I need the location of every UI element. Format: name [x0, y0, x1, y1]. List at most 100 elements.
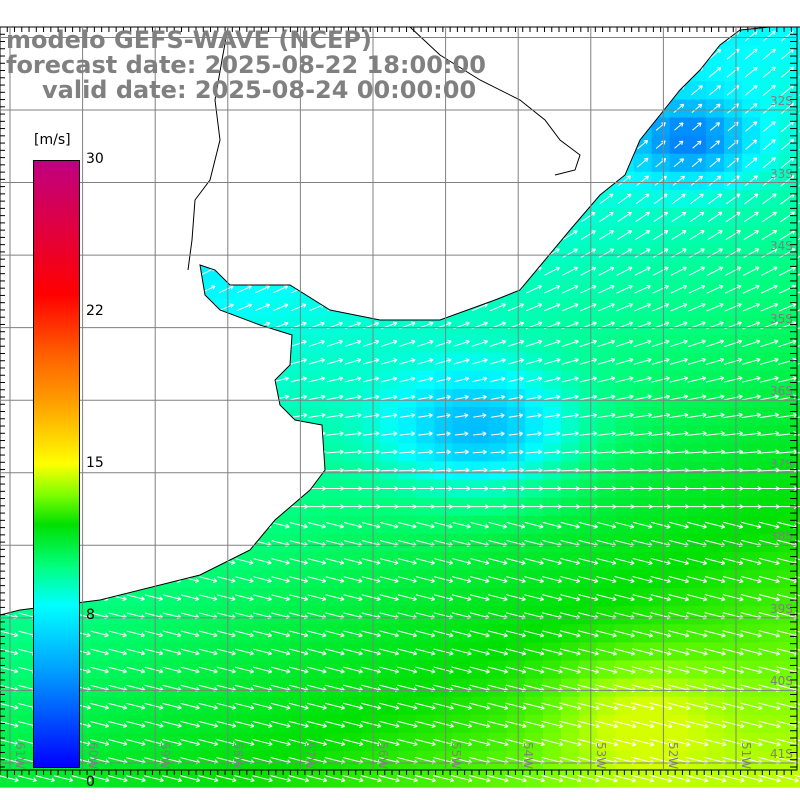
wind-arrow: [433, 648, 454, 656]
wind-arrow: [705, 357, 725, 365]
wind-arrow: [686, 666, 708, 674]
wind-arrow: [722, 575, 744, 584]
wind-arrow: [342, 720, 364, 729]
latitude-label: 33S: [770, 166, 793, 181]
wind-arrow: [668, 648, 690, 656]
wind-arrow: [252, 775, 273, 783]
wind-arrow: [794, 612, 800, 615]
wind-arrow: [523, 774, 545, 783]
wind-arrow: [632, 594, 653, 602]
wind-arrow: [597, 412, 616, 419]
wind-arrow: [706, 303, 724, 312]
wind-arrow: [617, 230, 633, 241]
wind-arrow: [559, 774, 582, 783]
wind-arrow: [487, 648, 508, 656]
wind-arrow: [741, 557, 762, 566]
wind-arrow: [325, 558, 345, 565]
wind-arrow: [418, 431, 433, 437]
wind-arrow: [453, 339, 470, 347]
wind-arrow: [271, 576, 290, 583]
wind-arrow: [252, 702, 273, 710]
wind-arrow: [667, 720, 691, 729]
wind-arrow: [399, 431, 416, 437]
wind-arrow: [742, 339, 761, 348]
wind-arrow: [762, 175, 777, 187]
wind-arrow: [469, 720, 491, 729]
wind-arrow: [325, 522, 345, 529]
wind-arrow: [290, 376, 308, 383]
wind-arrow: [508, 449, 524, 455]
wind-arrow: [342, 775, 364, 783]
wind-arrow: [252, 648, 273, 656]
wind-arrow: [615, 431, 634, 437]
wind-arrow: [687, 394, 707, 401]
wind-arrow: [688, 266, 706, 276]
border-line: [187, 26, 229, 271]
wind-arrow: [198, 630, 218, 638]
colorbar-tick: 0: [86, 774, 95, 790]
wind-arrow: [597, 357, 616, 365]
wind-arrow: [631, 666, 654, 674]
wind-arrow: [216, 738, 237, 747]
wind-arrow: [778, 339, 797, 348]
wind-arrow: [507, 467, 525, 473]
wind-arrow: [344, 358, 362, 365]
wind-arrow: [235, 630, 254, 638]
wind-arrow: [705, 521, 726, 529]
wind-arrow: [742, 284, 760, 294]
wind-arrow: [469, 738, 491, 747]
wind-arrow: [760, 339, 779, 348]
wind-arrow: [762, 66, 776, 78]
wind-arrow: [198, 720, 219, 728]
wind-arrow: [561, 394, 579, 401]
wind-cell: [796, 189, 800, 209]
wind-arrow: [744, 48, 758, 60]
wind-arrow: [326, 431, 344, 437]
wind-arrow: [360, 775, 382, 783]
wind-arrow: [669, 431, 689, 436]
wind-arrow: [633, 449, 653, 455]
wind-cell: [796, 27, 800, 46]
axis-ticks: [0, 26, 797, 778]
wind-arrow: [524, 558, 544, 566]
wind-cell: [796, 642, 800, 661]
wind-arrow: [613, 648, 636, 656]
wind-arrow: [686, 594, 708, 602]
wind-arrow: [744, 66, 758, 78]
wind-arrow: [342, 738, 364, 747]
wind-arrow: [90, 648, 109, 656]
wind-arrow: [598, 248, 615, 258]
wind-arrow: [762, 102, 776, 114]
wind-arrow: [743, 211, 759, 223]
wind-arrow: [616, 266, 633, 276]
wind-arrow: [324, 775, 346, 783]
wind-arrow: [762, 48, 776, 60]
wind-arrow: [760, 302, 779, 312]
wind-arrow: [362, 486, 381, 492]
wind-arrow: [416, 521, 435, 529]
wind-arrow: [399, 339, 416, 347]
wind-arrow: [561, 339, 579, 347]
wind-arrow: [674, 140, 684, 149]
wind-arrow: [435, 339, 452, 347]
wind-arrow: [325, 594, 345, 602]
wind-arrow: [633, 431, 653, 436]
wind-arrow: [397, 648, 418, 656]
wind-cell: [796, 570, 800, 589]
wind-arrow: [505, 630, 527, 638]
wind-arrow: [653, 230, 669, 241]
wind-arrow: [741, 449, 762, 455]
wind-arrow: [705, 412, 725, 419]
wind-arrow: [595, 774, 618, 783]
wind-arrow: [708, 175, 722, 186]
wind-arrow: [725, 248, 742, 258]
wind-arrow: [651, 376, 670, 383]
wind-arrow: [633, 376, 652, 383]
wind-arrow: [90, 720, 110, 728]
wind-arrow: [344, 467, 362, 473]
wind-arrow: [344, 376, 362, 383]
wind-arrow: [398, 504, 417, 510]
wind-arrow: [397, 720, 418, 729]
wind-arrow: [686, 648, 708, 656]
